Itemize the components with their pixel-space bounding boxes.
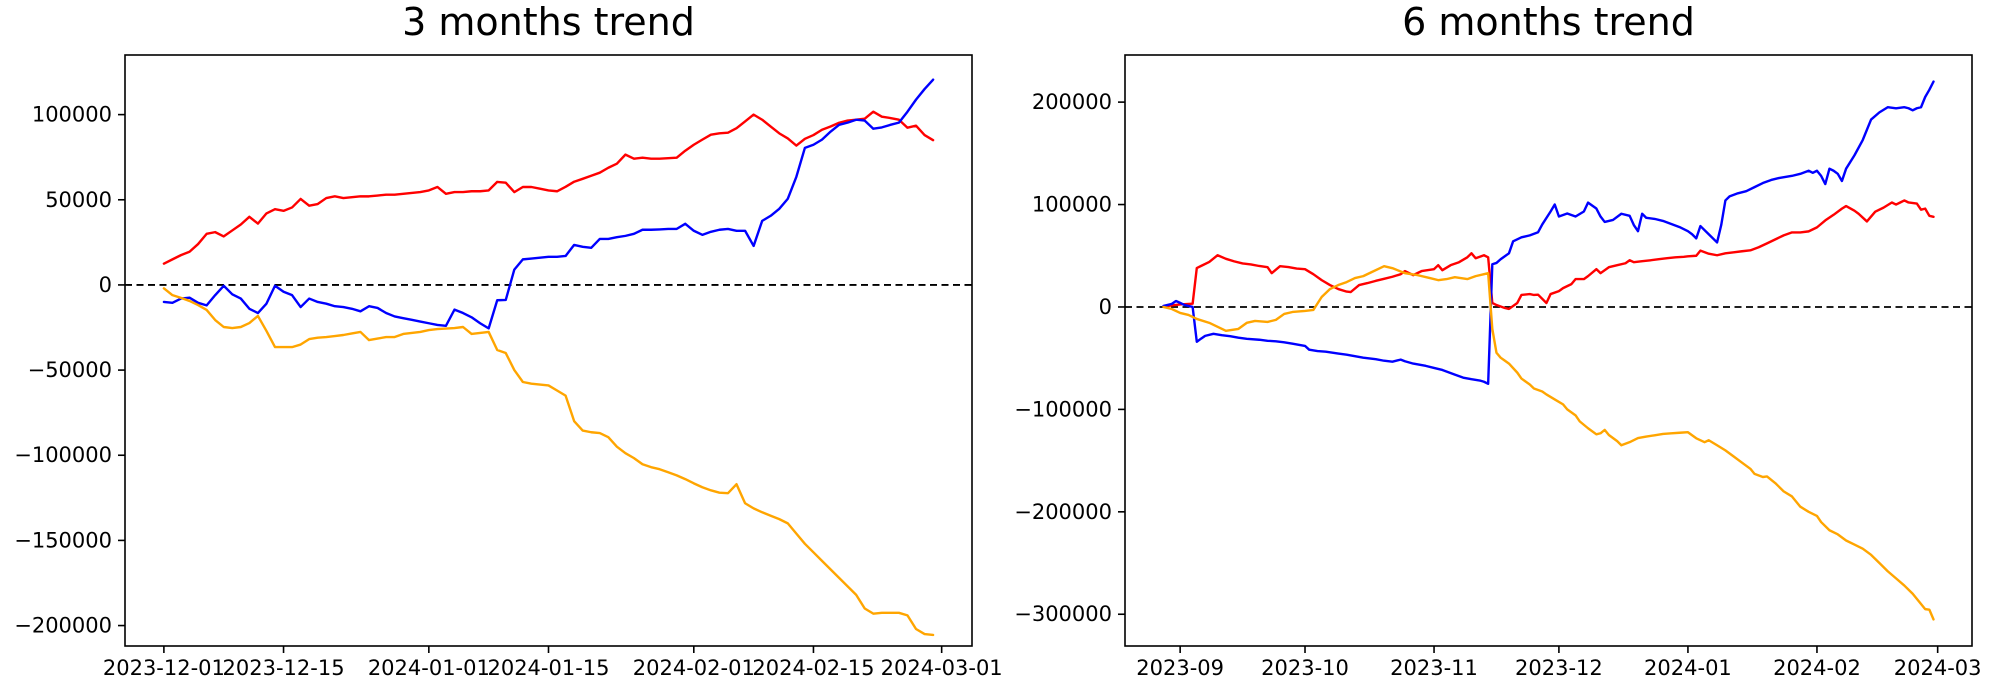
x-tick-label: 2024-03 [1894,656,1982,680]
series-line-blue [162,78,935,330]
chart-title-6-months: 6 months trend [1402,0,1695,44]
series-line-orange [1162,265,1935,621]
axes-spines [124,54,973,647]
y-tick-label: −100000 [14,443,112,467]
series-line-red [1162,199,1935,311]
series-line-orange [162,287,935,637]
y-tick-label: −150000 [14,528,112,552]
series-line-blue [1162,80,1935,385]
x-tick-label: 2024-02 [1773,656,1861,680]
y-tick-label: −200000 [1014,500,1112,524]
series-line-red [162,110,935,265]
y-tick-label: −300000 [1014,602,1112,626]
y-tick-label: 50000 [45,188,112,212]
y-tick-label: −50000 [28,358,112,382]
chart-right: 200000 100000 0 −100000 −200000 −300000 2023-0… [1014,54,1982,680]
x-tick-label: 2023-11 [1390,656,1478,680]
chart-left: 100000 50000 0 −50000 −100000 −150000 −200000 2… [14,54,1003,680]
x-tick-label: 2024-03-01 [881,656,1003,680]
x-tick-label: 2024-01-01 [368,656,490,680]
y-tick-label: 0 [1099,295,1112,319]
axes-spines [1124,54,1973,647]
x-tick-label: 2024-02-01 [633,656,755,680]
x-tick-label: 2023-10 [1261,656,1349,680]
chart-title-3-months: 3 months trend [402,0,695,44]
y-tick-label: −200000 [14,614,112,638]
y-tick-label: 0 [99,273,112,297]
x-tick-label: 2024-02-15 [752,656,874,680]
y-tick-label: 200000 [1032,90,1112,114]
x-tick-label: 2023-12-15 [223,656,345,680]
x-tick-label: 2023-12-01 [103,656,225,680]
y-tick-label: 100000 [1032,193,1112,217]
x-tick-label: 2024-01-15 [487,656,609,680]
x-tick-label: 2023-12 [1515,656,1603,680]
y-tick-label: 100000 [32,103,112,127]
x-tick-label: 2024-01 [1644,656,1732,680]
x-tick-label: 2023-09 [1136,656,1224,680]
y-tick-label: −100000 [1014,397,1112,421]
